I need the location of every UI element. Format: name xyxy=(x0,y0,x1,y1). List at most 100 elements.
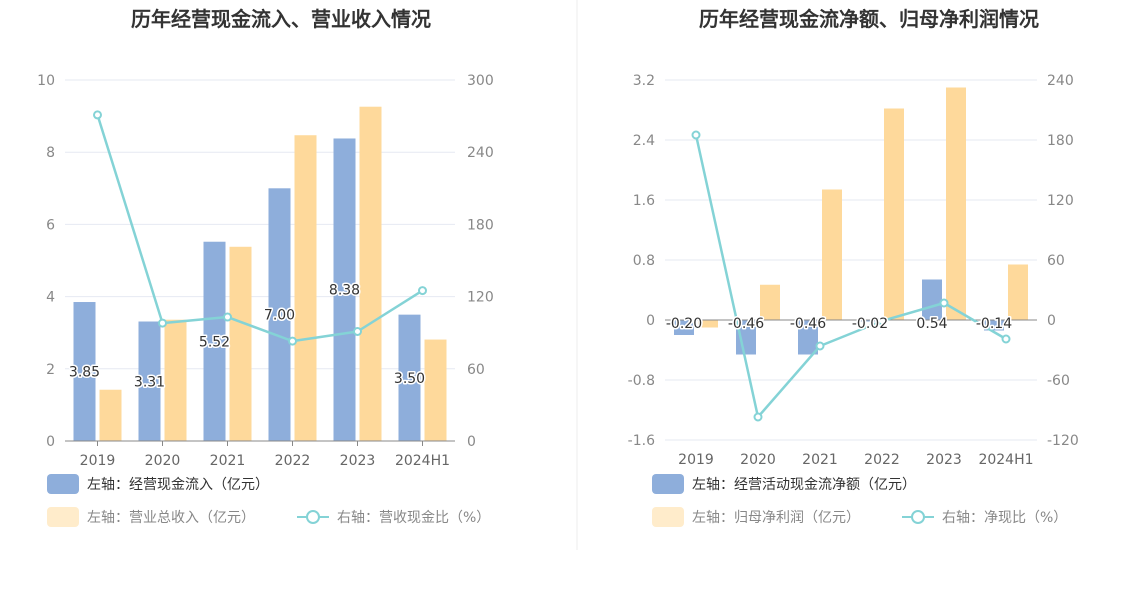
chart-title: 历年经营现金流净额、归母净利润情况 xyxy=(699,7,1039,31)
y-right-tick-label: 300 xyxy=(467,73,494,89)
y-left-tick-label: -0.8 xyxy=(628,373,655,389)
gridlines xyxy=(65,79,455,442)
line-point xyxy=(223,312,232,322)
bar-series1-2021 xyxy=(203,241,226,441)
x-tick-label: 2020 xyxy=(145,453,181,469)
data-label: 3.50 xyxy=(394,371,425,387)
bar-series1-2024H1 xyxy=(398,314,421,441)
x-tick-label: 2019 xyxy=(678,452,714,468)
legend[interactable]: 左轴：经营现金流入（亿元） 左轴：营业总收入（亿元） 右轴：营收现金比（%） xyxy=(47,474,490,527)
y-right-tick-label: 180 xyxy=(1047,133,1074,149)
bar-series1-2020 xyxy=(138,321,161,441)
data-label: -0.46 xyxy=(728,316,764,332)
legend-marker-icon xyxy=(911,510,925,524)
x-tick-label: 2023 xyxy=(340,453,376,469)
bar-series2-2021 xyxy=(229,246,252,441)
data-label: 3.85 xyxy=(69,365,100,381)
y-axis-left: 0 2 4 6 8 10 xyxy=(37,73,55,450)
data-label: 3.31 xyxy=(134,374,165,390)
line-point xyxy=(93,110,102,120)
x-tick-label: 2024H1 xyxy=(978,452,1033,468)
y-right-tick-label: -60 xyxy=(1047,373,1070,389)
legend-label: 左轴：经营活动现金流净额（亿元） xyxy=(692,477,916,493)
line-series-path xyxy=(694,134,1007,419)
bar-series1-2020 xyxy=(736,320,756,355)
bar-series1-2019 xyxy=(73,302,96,441)
line-point xyxy=(418,286,427,296)
data-label: 5.52 xyxy=(199,334,230,350)
bar-series1-2021 xyxy=(798,320,818,355)
bar-series1-2023 xyxy=(922,279,942,320)
bar-series1-2024H1 xyxy=(984,320,1004,331)
x-tick-label: 2024H1 xyxy=(395,453,450,469)
line-series xyxy=(93,110,427,346)
line-series-path xyxy=(96,114,424,343)
y-left-tick-label: 0.8 xyxy=(633,253,655,269)
data-label: -0.20 xyxy=(666,316,702,332)
chart-title: 历年经营现金流入、营业收入情况 xyxy=(131,7,431,31)
bar-series2-2020 xyxy=(760,284,780,320)
data-label: -0.46 xyxy=(790,316,826,332)
data-labels: 3.85 3.31 5.52 7.00 8.38 3.50 xyxy=(67,281,426,392)
y-right-tick-label: 120 xyxy=(467,290,494,306)
line-point xyxy=(815,341,825,351)
y-left-tick-label: 2.4 xyxy=(633,133,655,149)
legend[interactable]: 左轴：经营活动现金流净额（亿元） 左轴：归母净利润（亿元） 右轴：净现比（%） xyxy=(652,474,1067,527)
x-tick-label: 2021 xyxy=(802,452,838,468)
bar-series1-2022 xyxy=(860,320,880,322)
line-point xyxy=(1001,334,1011,344)
y-axis-right: 0 60 120 180 240 300 xyxy=(467,73,494,450)
bar-series2-2020 xyxy=(164,319,187,441)
y-right-tick-label: -120 xyxy=(1047,433,1079,449)
line-point xyxy=(288,336,297,346)
legend-swatch-blue xyxy=(652,474,684,494)
bar-series2-2023 xyxy=(359,106,382,442)
y-left-tick-label: 4 xyxy=(46,290,55,306)
line-series xyxy=(691,130,1011,422)
line-point xyxy=(158,318,167,328)
bar-series2-2019 xyxy=(698,320,718,328)
line-point xyxy=(877,316,887,326)
legend-label: 右轴：净现比（%） xyxy=(942,510,1067,526)
bar-marks xyxy=(73,106,447,442)
legend-swatch-blue xyxy=(47,474,79,494)
data-label: 0.54 xyxy=(916,316,947,332)
bar-series1-2019 xyxy=(674,320,694,335)
y-right-tick-label: 0 xyxy=(1047,313,1056,329)
legend-label: 左轴：营业总收入（亿元） xyxy=(87,510,255,526)
x-tick-label: 2019 xyxy=(80,453,116,469)
bar-series2-2019 xyxy=(99,389,122,441)
y-left-tick-label: 2 xyxy=(46,362,55,378)
bar-series2-2024H1 xyxy=(1008,264,1028,320)
data-label: -0.14 xyxy=(976,316,1012,332)
y-left-tick-label: -1.6 xyxy=(628,433,655,449)
x-axis-ticks: 2019 2020 2021 2022 2023 2024H1 xyxy=(678,452,1033,468)
x-tick-label: 2021 xyxy=(210,453,246,469)
y-left-tick-label: 1.6 xyxy=(633,193,655,209)
bar-series1-2022 xyxy=(268,188,291,441)
y-right-tick-label: 0 xyxy=(467,434,476,450)
legend-label: 左轴：经营现金流入（亿元） xyxy=(87,477,269,493)
bar-series2-2022 xyxy=(884,108,904,320)
y-left-tick-label: 0 xyxy=(46,434,55,450)
y-axis-left: -1.6 -0.8 0 0.8 1.6 2.4 3.2 xyxy=(628,73,655,449)
y-left-tick-label: 10 xyxy=(37,73,55,89)
data-labels: -0.20 -0.46 -0.46 -0.02 0.54 -0.14 xyxy=(664,315,1013,334)
gridlines xyxy=(665,79,1037,441)
chart-panel-net-cash-profit: 历年经营现金流净额、归母净利润情况 -1.6-0.800.81.62.43.2 … xyxy=(628,7,1079,527)
x-tick-label: 2023 xyxy=(926,452,962,468)
bar-series2-2022 xyxy=(294,135,317,441)
y-right-tick-label: 60 xyxy=(1047,253,1065,269)
line-point xyxy=(691,130,701,140)
bar-series2-2023 xyxy=(946,87,966,320)
x-axis xyxy=(65,440,455,446)
legend-swatch-yellow xyxy=(47,507,79,527)
y-left-tick-label: 8 xyxy=(46,145,55,161)
line-point xyxy=(939,298,949,308)
bar-series2-2024H1 xyxy=(424,339,447,441)
x-tick-label: 2020 xyxy=(740,452,776,468)
data-label: 8.38 xyxy=(329,283,360,299)
legend-label: 右轴：营收现金比（%） xyxy=(337,510,490,526)
